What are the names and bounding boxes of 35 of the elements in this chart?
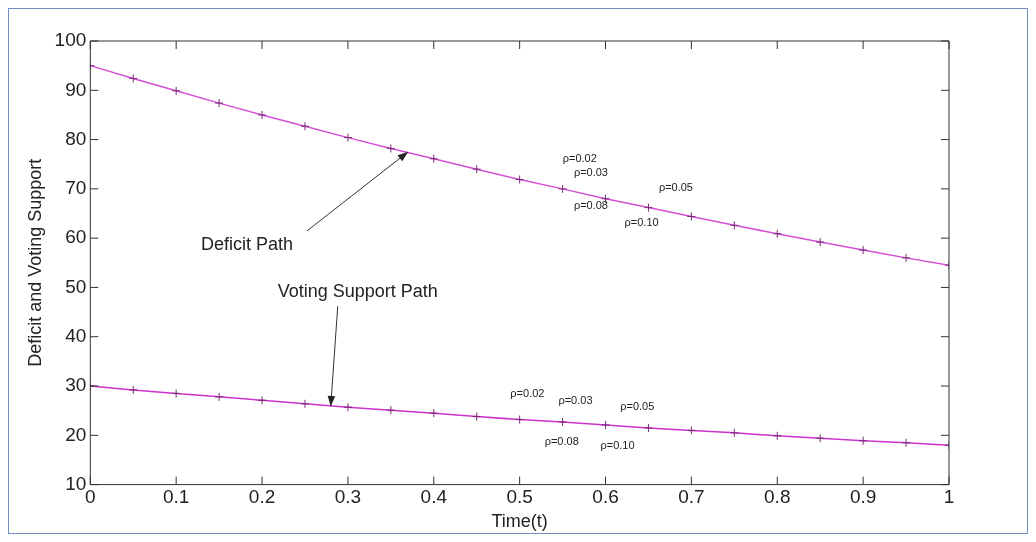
y-tick-label: 10 [65,472,87,494]
annotation: ρ=0.03 [558,393,593,406]
annotation: ρ=0.08 [544,435,579,448]
y-tick-label: 40 [65,324,87,346]
x-tick-label: 0.7 [678,486,705,508]
y-tick-label: 20 [65,423,87,445]
x-tick-label: 1 [943,486,955,508]
x-tick-label: 0.5 [506,486,533,508]
x-tick-label: 0.6 [592,486,619,508]
y-tick-label: 30 [65,374,87,396]
y-tick-label: 90 [65,78,87,100]
annotation: ρ=0.03 [573,165,608,178]
annotation: Deficit Path [201,233,294,254]
x-tick-label: 0.1 [162,486,190,508]
annotation: ρ=0.05 [620,400,655,413]
x-tick-label: 0.2 [248,486,276,508]
x-axis-title: Time(t) [491,511,548,532]
y-tick-label: 100 [54,29,87,51]
y-tick-label: 70 [65,177,87,199]
annotation: ρ=0.02 [510,386,545,399]
y-tick-label: 60 [65,226,87,248]
x-tick-label: 0.3 [334,486,362,508]
annotation: ρ=0.05 [658,180,693,193]
x-tick-label: 0 [85,486,96,508]
y-tick-label: 50 [65,275,87,297]
annotation: Voting Support Path [277,281,438,302]
x-tick-label: 0.9 [849,486,877,508]
annotation: ρ=0.02 [562,151,597,164]
annotation: ρ=0.10 [624,216,659,229]
y-tick-label: 80 [65,127,87,149]
y-axis-title: Deficit and Voting Support [24,158,45,367]
x-tick-label: 0.8 [764,486,791,508]
annotation: ρ=0.10 [600,439,635,452]
x-tick-label: 0.4 [420,486,448,508]
annotation: ρ=0.08 [573,199,608,212]
